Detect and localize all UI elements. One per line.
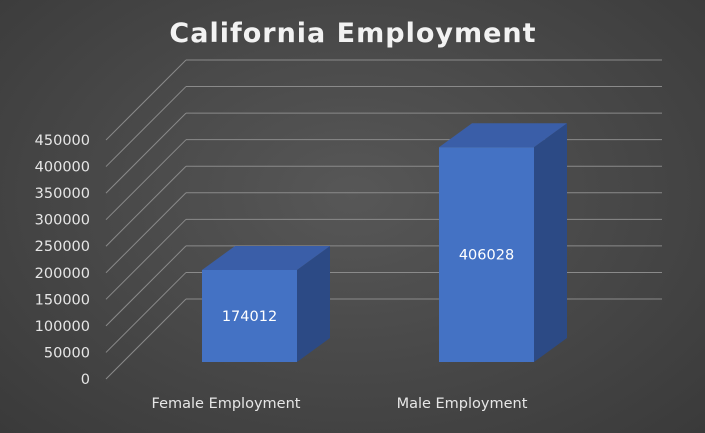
y-tick-label: 400000 [35, 160, 90, 176]
y-tick-label: 150000 [35, 292, 90, 308]
gridline-side [105, 165, 187, 247]
bar [202, 245, 330, 362]
y-tick-label: 50000 [44, 345, 90, 361]
chart-title: California Employment [169, 18, 536, 49]
y-tick-label: 450000 [35, 133, 90, 149]
x-category-label: Female Employment [152, 396, 301, 412]
bars [202, 123, 567, 362]
gridlines [105, 59, 662, 380]
x-category-label: Male Employment [397, 396, 528, 412]
gridline-side [105, 112, 187, 194]
bar-side-face [297, 245, 330, 362]
gridline-side [105, 86, 187, 167]
gridline-side [105, 298, 187, 380]
bar [439, 123, 567, 362]
y-tick-label: 100000 [35, 319, 90, 335]
y-tick-label: 250000 [35, 239, 90, 255]
x-axis-categories: Female Employment Male Employment [152, 396, 528, 412]
y-tick-label: 300000 [35, 213, 90, 229]
bar-front-face [202, 269, 297, 362]
bar-front-face [439, 147, 534, 362]
y-axis-ticks: 0 50000 100000 150000 200000 250000 300000 3500… [35, 133, 90, 388]
gridline-side [105, 218, 187, 300]
gridline-side [105, 59, 187, 141]
bar-top-face [202, 245, 330, 270]
bar-side-face [534, 123, 567, 362]
bar-top-face [439, 123, 567, 148]
gridline-side [105, 272, 187, 353]
data-label: 406028 [459, 248, 514, 264]
y-tick-label: 0 [81, 372, 90, 388]
gridline-side [105, 139, 187, 221]
gridline-side [105, 192, 187, 274]
data-label: 174012 [222, 309, 277, 325]
gridline-side [105, 245, 187, 327]
y-tick-label: 200000 [35, 266, 90, 282]
y-tick-label: 350000 [35, 186, 90, 202]
data-labels: 174012 406028 [222, 248, 514, 325]
